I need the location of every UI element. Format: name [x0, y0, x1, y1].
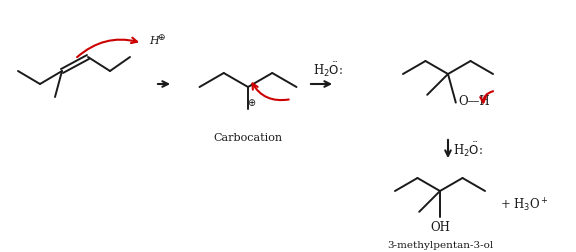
Text: O—H: O—H — [459, 95, 490, 108]
Text: H$_2\ddot{\mathrm{O}}$:: H$_2\ddot{\mathrm{O}}$: — [453, 140, 483, 159]
Text: $\oplus$: $\oplus$ — [157, 32, 166, 42]
Text: Carbocation: Carbocation — [214, 133, 283, 142]
Text: H$_2\ddot{\mathrm{O}}$:: H$_2\ddot{\mathrm{O}}$: — [313, 60, 343, 79]
Text: H: H — [149, 36, 159, 46]
Text: + H$_3$O$^+$: + H$_3$O$^+$ — [500, 196, 549, 213]
Text: 3-methylpentan-3-ol: 3-methylpentan-3-ol — [387, 241, 493, 249]
Text: $\oplus$: $\oplus$ — [247, 96, 257, 107]
Text: OH: OH — [430, 220, 450, 233]
